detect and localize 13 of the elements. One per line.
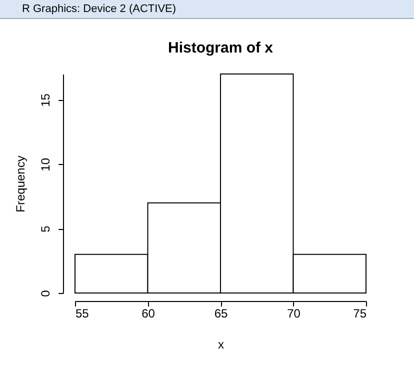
x-tick-label: 55 — [76, 306, 90, 320]
chart-title: Histogram of x — [168, 40, 274, 56]
x-tick-label: 75 — [353, 306, 367, 320]
x-tick-label: 65 — [214, 306, 228, 320]
x-tick-label: 60 — [142, 306, 156, 320]
y-tick-label: 10 — [38, 158, 52, 172]
y-tick-label: 5 — [38, 225, 52, 232]
y-axis-title: Frequency — [14, 156, 28, 212]
x-tick-label: 70 — [287, 306, 301, 320]
y-tick-label: 0 — [38, 290, 52, 297]
y-tick-label: 15 — [38, 93, 52, 107]
text: R Graphics: Device 2 (ACTIVE) — [0, 0, 414, 19]
x-axis-title: x — [218, 338, 224, 352]
